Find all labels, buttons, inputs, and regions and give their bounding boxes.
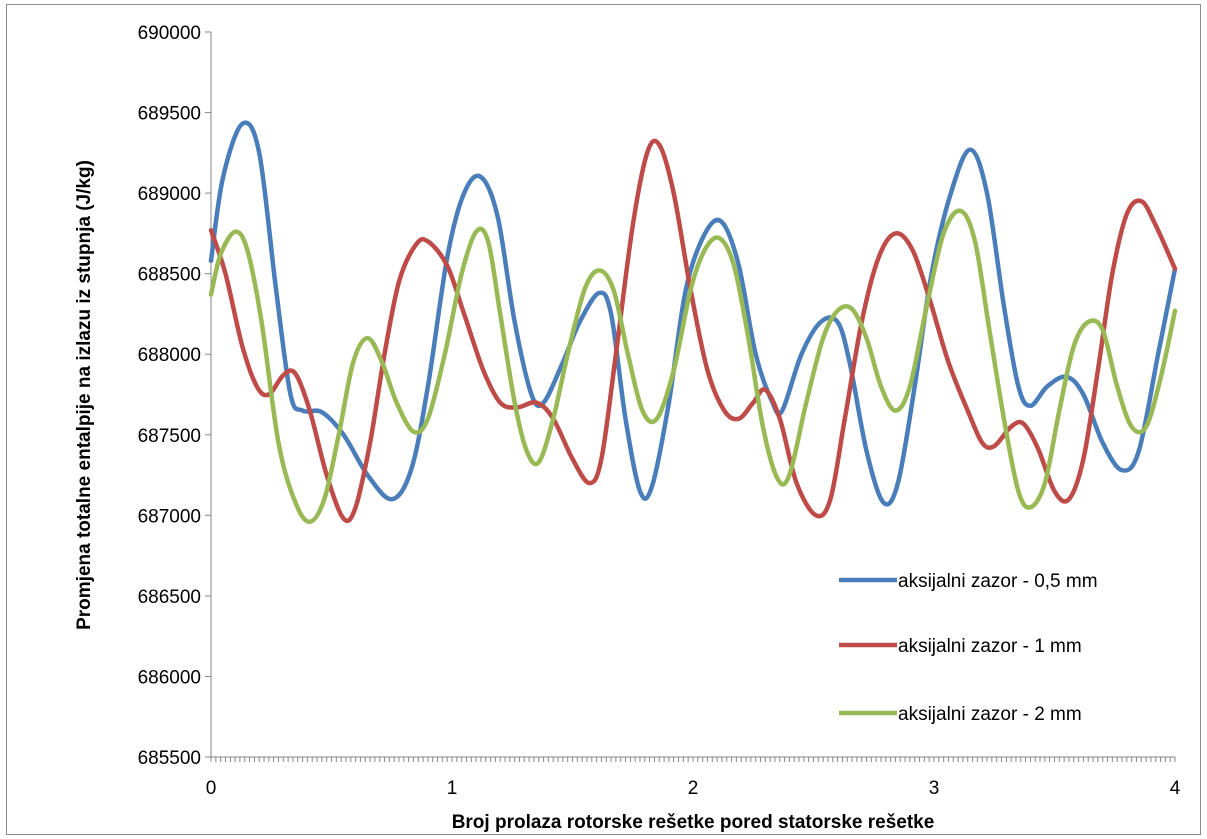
y-tick-label: 686000 — [138, 667, 201, 688]
legend: aksijalni zazor - 0,5 mm aksijalni zazor … — [839, 571, 1098, 725]
y-tick-label: 685500 — [138, 748, 201, 769]
y-tick-label: 686500 — [138, 587, 201, 608]
y-tick-label: 690000 — [138, 23, 201, 44]
axes: 685500 686000 686500 687000 687500 688000 6885… — [138, 23, 1181, 799]
legend-label-1: aksijalni zazor - 1 mm — [898, 636, 1082, 657]
legend-label-2: aksijalni zazor - 2 mm — [898, 704, 1082, 725]
series-line-0 — [208, 120, 1178, 507]
y-tick-label: 688500 — [138, 265, 201, 286]
y-axis-title: Promjena totalne entalpije na izlazu iz … — [74, 160, 95, 630]
x-tick-label: 1 — [447, 778, 458, 799]
series-line-2 — [208, 208, 1178, 525]
series-layer — [208, 120, 1178, 525]
y-tick-label: 689500 — [138, 104, 201, 125]
x-tick-label: 0 — [206, 778, 217, 799]
legend-label-0: aksijalni zazor - 0,5 mm — [898, 571, 1098, 592]
x-tick-label: 2 — [688, 778, 699, 799]
x-tick-label: 4 — [1170, 778, 1181, 799]
x-tick-label: 3 — [929, 778, 940, 799]
y-tick-label: 687000 — [138, 506, 201, 527]
y-tick-label: 688000 — [138, 345, 201, 366]
y-tick-label: 689000 — [138, 184, 201, 205]
y-tick-label: 687500 — [138, 426, 201, 447]
series-line-1 — [208, 138, 1178, 524]
x-axis-title: Broj prolaza rotorske rešetke pored stat… — [452, 812, 935, 833]
